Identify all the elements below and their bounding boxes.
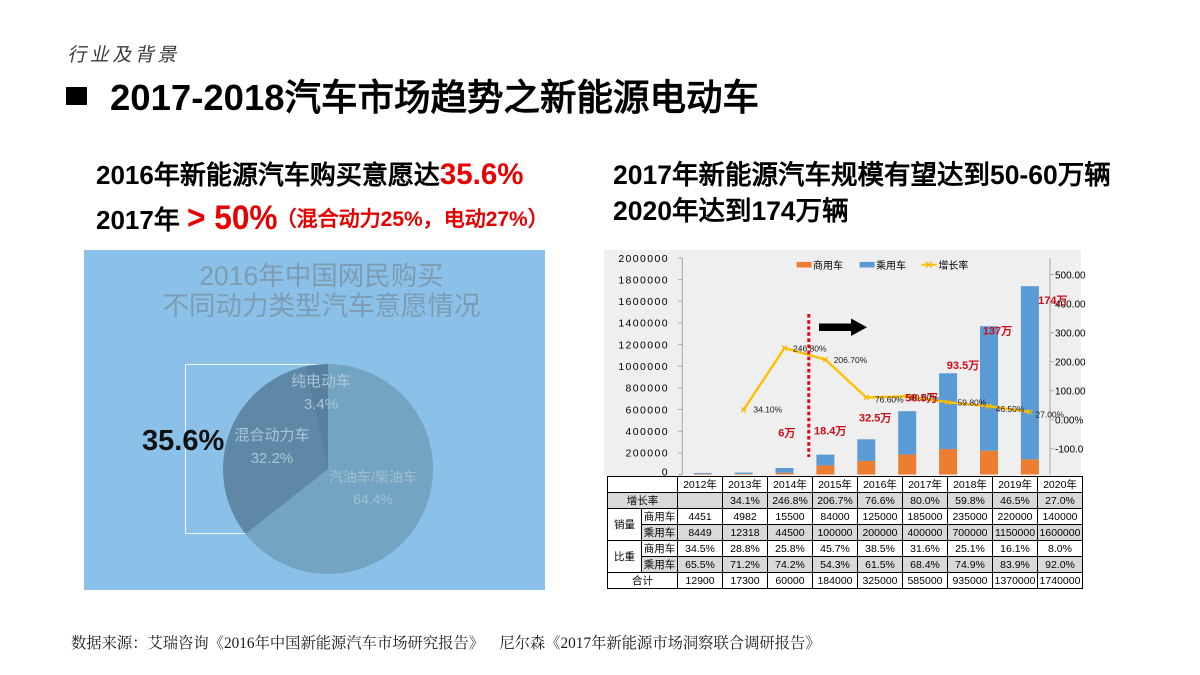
svg-text:59.80%: 59.80% (958, 398, 987, 408)
svg-text:增长率: 增长率 (938, 259, 968, 272)
svg-text:1400000: 1400000 (618, 318, 669, 330)
svg-text:76.60%: 76.60% (875, 395, 904, 405)
svg-text:商用车: 商用车 (813, 259, 843, 272)
svg-text:200000: 200000 (626, 448, 669, 460)
svg-text:800000: 800000 (626, 383, 669, 395)
svg-text:93.5万: 93.5万 (947, 359, 979, 372)
svg-text:18.4万: 18.4万 (814, 425, 846, 438)
svg-text:6万: 6万 (778, 427, 795, 440)
svg-text:200.00: 200.00 (1055, 357, 1086, 368)
svg-text:80.00%: 80.00% (910, 392, 939, 402)
svg-text:乘用车: 乘用车 (876, 259, 906, 272)
svg-text:600000: 600000 (626, 404, 669, 416)
svg-text:27.00%: 27.00% (1035, 410, 1064, 420)
svg-text:2000000: 2000000 (618, 253, 669, 265)
svg-text:174万: 174万 (1038, 294, 1067, 307)
svg-text:137万: 137万 (983, 325, 1012, 338)
svg-text:1000000: 1000000 (618, 361, 669, 373)
svg-text:1800000: 1800000 (618, 274, 669, 286)
svg-text:400000: 400000 (626, 426, 669, 438)
svg-text:46.50%: 46.50% (996, 404, 1025, 414)
svg-text:0.00%: 0.00% (1055, 416, 1083, 427)
svg-text:0: 0 (662, 466, 669, 476)
svg-text:206.70%: 206.70% (834, 355, 868, 365)
svg-text:246.80%: 246.80% (793, 344, 827, 354)
svg-text:-100.0: -100.0 (1055, 445, 1084, 456)
svg-text:300.00: 300.00 (1055, 328, 1086, 339)
svg-text:500.00: 500.00 (1055, 270, 1086, 281)
svg-text:100.00: 100.00 (1055, 387, 1086, 398)
svg-text:400.00: 400.00 (1055, 299, 1086, 310)
svg-text:58.5万: 58.5万 (905, 392, 937, 405)
svg-text:32.5万: 32.5万 (859, 412, 891, 425)
svg-text:34.10%: 34.10% (753, 405, 782, 415)
svg-text:1600000: 1600000 (618, 296, 669, 308)
svg-text:1200000: 1200000 (618, 339, 669, 351)
